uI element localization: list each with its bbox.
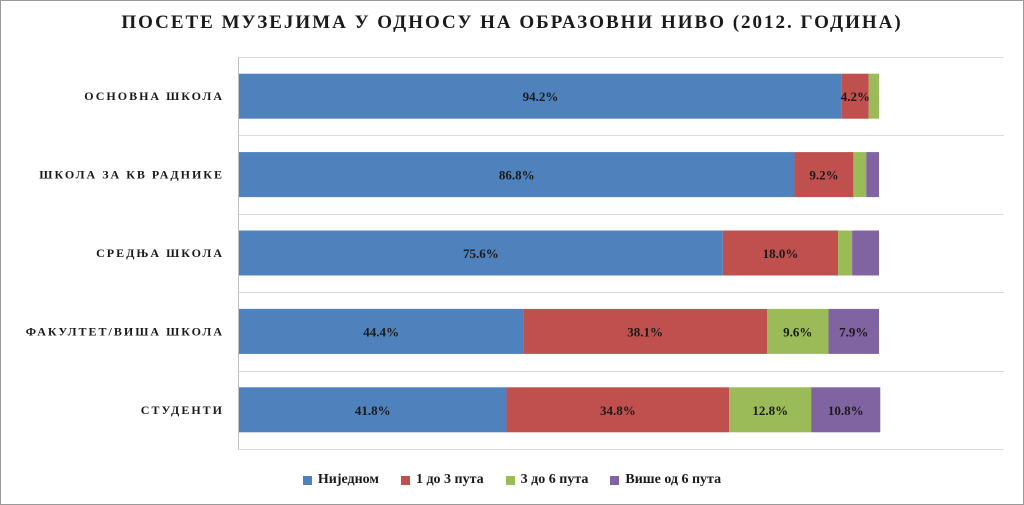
bar-segment: [523, 308, 767, 354]
data-label: 41.8%: [355, 403, 391, 418]
bar-segment: [794, 152, 854, 198]
legend-swatch: [400, 475, 410, 485]
legend: Ниједном 1 до 3 пута 3 до 6 пута Више од 6 …: [0, 472, 1024, 488]
legend-item: Више од 6 пута: [610, 472, 721, 488]
bar-segment: [239, 152, 795, 198]
data-label: 86.8%: [499, 168, 535, 183]
data-label: 12.8%: [752, 403, 788, 418]
data-label: 44.4%: [363, 324, 399, 339]
legend-item: 3 до 6 пута: [505, 472, 589, 488]
bar-segment: [239, 230, 723, 276]
data-label: 9.2%: [809, 168, 838, 183]
legend-swatch: [505, 475, 515, 485]
bar-segment: [239, 308, 524, 354]
legend-label: Ниједном: [317, 472, 379, 487]
bar-segment: [239, 73, 842, 119]
bar-segment: [729, 387, 812, 433]
bar-segment: [767, 308, 829, 354]
data-label: 38.1%: [627, 324, 663, 339]
legend-item: 1 до 3 пута: [400, 472, 484, 488]
data-label: 34.8%: [600, 403, 636, 418]
bar-segment: [838, 230, 853, 276]
bar-segment: [852, 230, 879, 276]
category-label: ФАКУЛТЕТ/ВИША ШКОЛА: [26, 324, 224, 338]
legend-label: Више од 6 пута: [625, 472, 722, 487]
data-label: 94.2%: [523, 89, 559, 104]
category-label: СТУДЕНТИ: [141, 403, 224, 417]
legend-swatch: [302, 475, 312, 485]
bar-segment: [841, 73, 869, 119]
bar-segment: [868, 73, 879, 119]
data-label: 4.2%: [841, 89, 870, 104]
bar-segment: [239, 387, 507, 433]
data-label: 10.8%: [828, 403, 864, 418]
legend-item: Ниједном: [302, 472, 379, 488]
chart-title: ПОСЕТЕ МУЗЕЈИМА У ОДНОСУ НА ОБРАЗОВНИ НИ…: [121, 12, 903, 33]
category-label: ШКОЛА ЗА КВ РАДНИКЕ: [39, 168, 224, 182]
category-label: ОСНОВНА ШКОЛА: [84, 89, 224, 103]
data-label: 7.9%: [839, 324, 868, 339]
bar-segment: [811, 387, 881, 433]
bar-segment: [722, 230, 839, 276]
data-label: 9.6%: [783, 324, 812, 339]
bar-segment: [866, 152, 879, 198]
data-label: 18.0%: [763, 246, 799, 261]
data-label: 75.6%: [463, 246, 499, 261]
bar-segment: [853, 152, 867, 198]
legend-label: 3 до 6 пута: [520, 472, 589, 487]
bar-segment: [506, 387, 730, 433]
legend-label: 1 до 3 пута: [415, 472, 484, 487]
category-label: СРЕДЊА ШКОЛА: [96, 246, 224, 260]
legend-swatch: [610, 475, 620, 485]
bar-segment: [828, 308, 879, 354]
